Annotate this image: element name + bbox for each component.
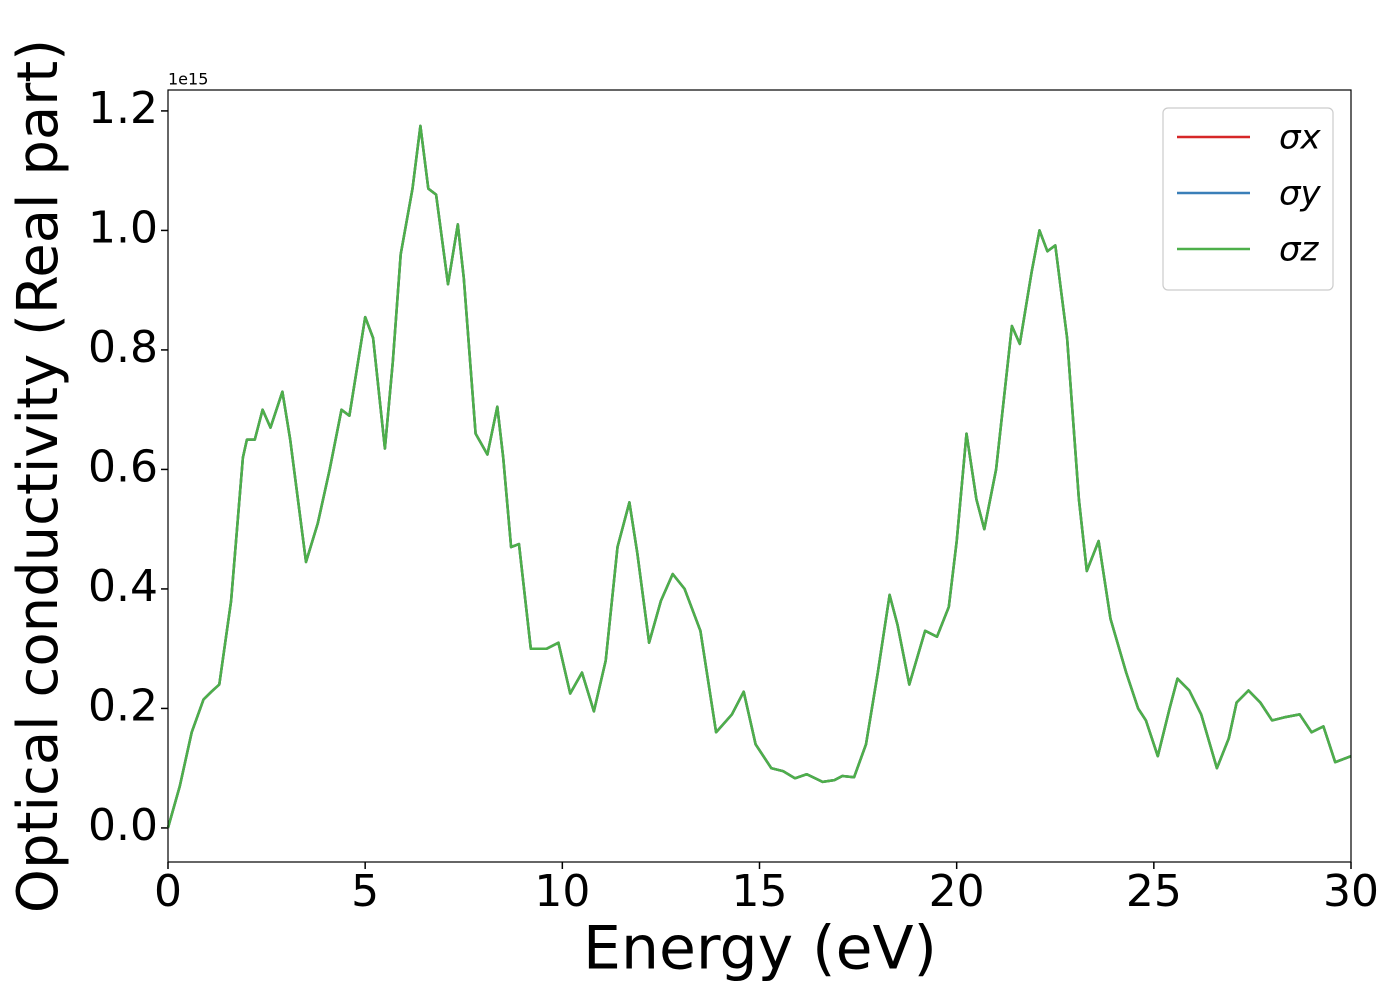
x-tick-label: 25 xyxy=(1126,866,1182,917)
x-axis-label: Energy (eV) xyxy=(583,914,937,984)
x-tick-label: 15 xyxy=(732,866,788,917)
x-tick-label: 0 xyxy=(154,866,182,917)
legend-label: σz xyxy=(1279,230,1320,270)
y-tick-label: 0.8 xyxy=(88,322,158,373)
legend-label: σx xyxy=(1279,118,1322,158)
y-tick-label: 0.0 xyxy=(88,800,158,851)
legend-label: σy xyxy=(1279,174,1322,214)
x-tick-label: 30 xyxy=(1323,866,1379,917)
y-tick-label: 1.2 xyxy=(88,83,158,134)
x-tick-label: 5 xyxy=(351,866,379,917)
plot-frame xyxy=(167,89,1352,863)
x-tick-label: 20 xyxy=(929,866,985,917)
series-line xyxy=(166,124,1352,829)
y-tick-label: 0.2 xyxy=(88,680,158,731)
y-tick-label: 0.4 xyxy=(88,561,158,612)
y-tick-label: 1.0 xyxy=(88,202,158,253)
y-axis-label: Optical conductivity (Real part) xyxy=(6,39,71,913)
offset-text: 1e15 xyxy=(168,70,208,89)
y-tick-label: 0.6 xyxy=(88,441,158,492)
x-tick-label: 10 xyxy=(534,866,590,917)
legend-box xyxy=(1162,107,1334,291)
